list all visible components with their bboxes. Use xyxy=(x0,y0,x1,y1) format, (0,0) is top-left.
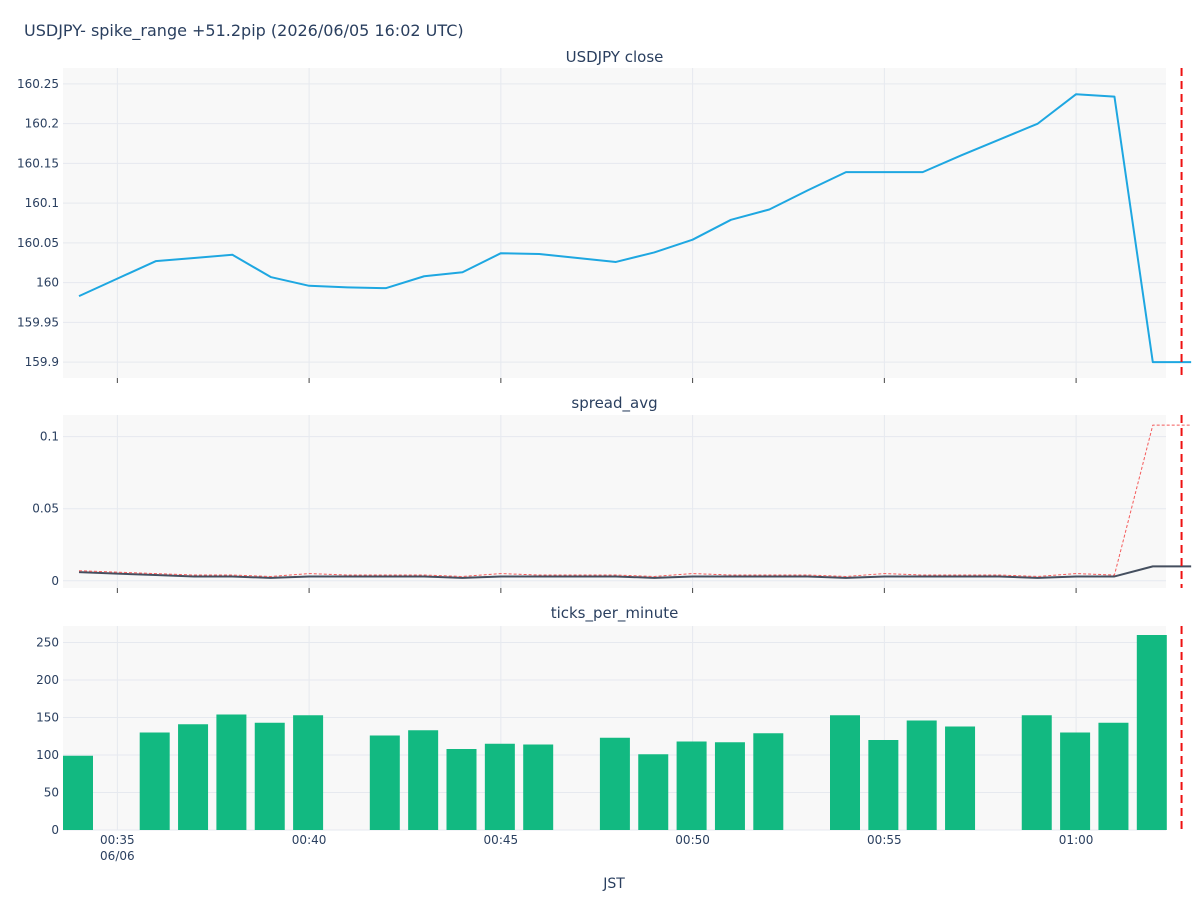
series-line-dotted xyxy=(78,424,1192,577)
bar xyxy=(868,740,899,830)
bar xyxy=(676,741,707,830)
bar xyxy=(408,730,439,830)
y-tick-label: 160.2 xyxy=(25,117,59,131)
x-tick-label: 00:40 xyxy=(292,833,327,847)
y-tick-label: 0 xyxy=(51,574,59,588)
y-tick-label: 0.05 xyxy=(32,502,59,516)
panel-2: spread_avg 0.1 0.05 0 xyxy=(32,394,1192,593)
x-tick-label: 00:45 xyxy=(484,833,519,847)
y-tick-label: 150 xyxy=(36,711,59,725)
x-tick-label: 00:55 xyxy=(867,833,902,847)
x-tick-label: 00:50 xyxy=(675,833,710,847)
bar xyxy=(446,749,477,830)
x-tick-label: 01:00 xyxy=(1059,833,1094,847)
y-tick-label: 160.1 xyxy=(25,196,59,210)
y-tick-label: 159.9 xyxy=(25,355,59,369)
bar xyxy=(714,742,745,830)
bar xyxy=(1136,635,1167,830)
plot-area-background xyxy=(63,415,1166,588)
y-tick-label: 0.1 xyxy=(40,430,59,444)
bar xyxy=(293,715,324,830)
bar xyxy=(599,737,630,830)
bar xyxy=(139,732,170,830)
bar xyxy=(216,714,247,830)
y-tick-label: 50 xyxy=(44,786,59,800)
y-tick-label: 160.05 xyxy=(17,236,59,250)
panel-title: spread_avg xyxy=(571,394,657,413)
panel-3: ticks_per_minute 250 200 150 100 50 0 00:35 06/0… xyxy=(36,604,1183,863)
bar xyxy=(484,743,515,830)
bar xyxy=(906,720,937,830)
bar xyxy=(1021,715,1052,830)
bar xyxy=(63,755,93,830)
panel-title: ticks_per_minute xyxy=(551,604,679,623)
bar xyxy=(945,726,976,830)
bar xyxy=(1060,732,1091,830)
series-line xyxy=(78,93,1192,364)
x-axis-label: JST xyxy=(602,876,625,892)
plot-area-background xyxy=(63,68,1166,378)
bar xyxy=(1098,722,1129,830)
bar xyxy=(753,733,784,830)
panel-1: USDJPY close 160.25 160.2 160.15 160.1 160.05… xyxy=(17,48,1192,383)
bar xyxy=(523,744,554,830)
bar xyxy=(254,722,285,830)
x-tick-sublabel: 06/06 xyxy=(100,849,135,863)
x-tick-label: 00:35 xyxy=(100,833,135,847)
y-tick-label: 160.15 xyxy=(17,156,59,170)
bar xyxy=(638,754,669,830)
y-tick-label: 0 xyxy=(51,823,59,837)
bar xyxy=(178,724,209,830)
y-tick-label: 100 xyxy=(36,748,59,762)
bar xyxy=(369,735,400,830)
bar xyxy=(830,715,860,830)
figure-title: USDJPY- spike_range +51.2pip (2026/06/05… xyxy=(24,21,464,41)
series-line xyxy=(78,565,1192,579)
y-tick-label: 250 xyxy=(36,636,59,650)
y-tick-label: 160 xyxy=(36,276,59,290)
panel-title: USDJPY close xyxy=(566,48,664,66)
y-tick-label: 160.25 xyxy=(17,77,59,91)
y-tick-label: 200 xyxy=(36,673,59,687)
y-tick-label: 159.95 xyxy=(17,315,59,329)
